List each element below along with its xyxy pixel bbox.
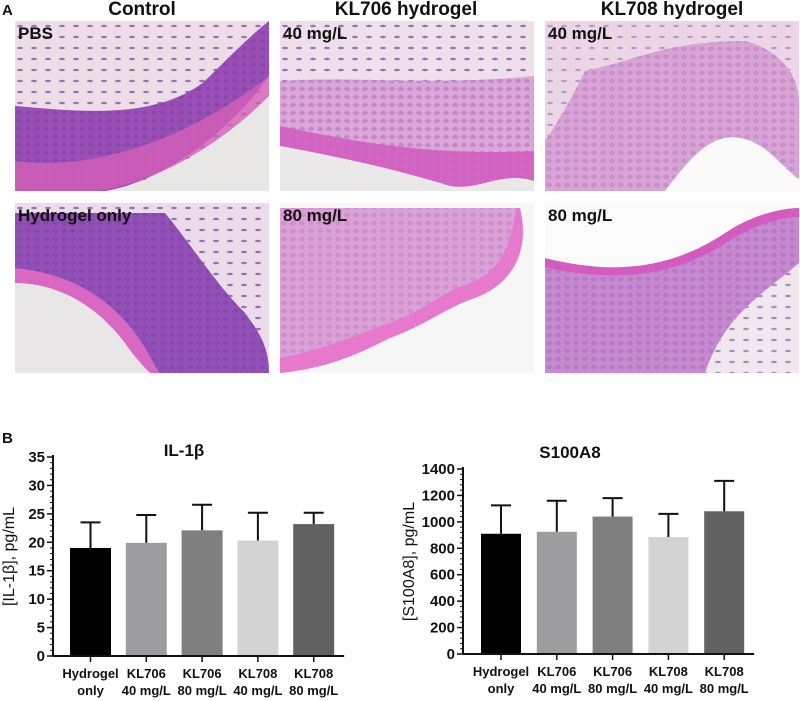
x-tick-label: Hydrogel <box>62 666 118 681</box>
x-tick-label: KL708 <box>649 664 688 679</box>
bar <box>181 530 223 656</box>
he-stain-image <box>545 21 799 191</box>
micrograph-control-pbs: PBS <box>15 21 269 191</box>
micrograph-control-hydrogel-only: Hydrogel only <box>15 203 269 373</box>
he-stain-image <box>280 21 534 191</box>
image-label: 80 mg/L <box>548 206 613 225</box>
image-label: 40 mg/L <box>548 24 613 43</box>
y-tick-label: 20 <box>28 534 45 551</box>
image-label: Hydrogel only <box>18 206 132 225</box>
x-tick-label: KL708 <box>238 666 277 681</box>
il1b-bar-chart: IL-1β [IL-1β], pg/mL Hydrogel only KL706 40 m… <box>0 440 400 701</box>
column-title-kl706: KL706 hydrogel <box>334 0 478 20</box>
panel-b-letter: B <box>2 430 13 447</box>
bar <box>293 524 335 656</box>
chart-svg: IL-1β [IL-1β], pg/mL Hydrogel only KL706 40 m… <box>1 441 345 698</box>
column-title-kl708: KL708 hydrogel <box>600 0 744 20</box>
he-stain-image <box>545 203 799 373</box>
bar <box>704 511 745 654</box>
y-tick-label: 600 <box>430 567 455 584</box>
image-label: 80 mg/L <box>283 206 348 225</box>
chart-title: IL-1β <box>164 441 205 460</box>
x-tick-label: Hydrogel <box>473 664 529 679</box>
x-tick-label: 80 mg/L <box>588 681 637 696</box>
y-tick-label: 0 <box>37 648 45 665</box>
image-label: PBS <box>18 24 53 43</box>
micrograph-kl708-40: 40 mg/L <box>545 21 799 191</box>
y-tick-label: 400 <box>430 593 455 610</box>
x-tick-label: 40 mg/L <box>233 683 282 698</box>
bar <box>70 547 111 656</box>
chart-title: S100A8 <box>539 443 600 462</box>
micrograph-kl708-80: 80 mg/L <box>545 203 799 373</box>
y-tick-label: 35 <box>28 449 45 466</box>
bar <box>648 537 689 654</box>
x-tick-label: 40 mg/L <box>532 681 581 696</box>
he-stain-image <box>15 21 269 191</box>
x-tick-label: only <box>77 683 104 698</box>
panel-a-letter: A <box>2 2 13 19</box>
x-tick-label: 40 mg/L <box>122 683 171 698</box>
x-tick-label: KL706 <box>537 664 576 679</box>
y-tick-label: 10 <box>28 591 45 608</box>
micrograph-kl706-40: 40 mg/L <box>280 21 534 191</box>
y-axis-label: [S100A8], pg/mL <box>401 502 418 621</box>
bar <box>481 533 521 654</box>
s100a8-bar-chart: S100A8 [S100A8], pg/mL Hydrogel only KL706 40… <box>400 440 800 701</box>
y-tick-label: 800 <box>430 540 455 557</box>
x-tick-label: KL708 <box>705 664 744 679</box>
chart-svg: S100A8 [S100A8], pg/mL Hydrogel only KL706 40… <box>401 443 755 696</box>
y-tick-label: 0 <box>447 646 455 663</box>
y-axis-label: [IL-1β], pg/mL <box>1 507 18 606</box>
y-tick-label: 1200 <box>422 487 455 504</box>
micrograph-kl706-80: 80 mg/L <box>280 203 534 373</box>
column-title-control: Control <box>108 0 176 20</box>
image-label: 40 mg/L <box>283 24 348 43</box>
x-tick-label: only <box>488 681 515 696</box>
x-tick-label: 80 mg/L <box>178 683 227 698</box>
y-tick-label: 30 <box>28 477 45 494</box>
y-tick-label: 1400 <box>422 461 455 478</box>
y-tick-label: 15 <box>28 563 45 580</box>
x-tick-label: 80 mg/L <box>700 681 749 696</box>
y-tick-label: 200 <box>430 620 455 637</box>
x-tick-label: KL706 <box>183 666 222 681</box>
x-tick-label: KL708 <box>294 666 333 681</box>
he-stain-image <box>15 203 269 373</box>
bar <box>592 516 633 654</box>
x-tick-label: KL706 <box>593 664 632 679</box>
bar <box>536 531 577 654</box>
bar <box>237 540 279 656</box>
bar <box>125 542 167 656</box>
x-tick-label: 40 mg/L <box>644 681 693 696</box>
x-tick-label: KL706 <box>127 666 166 681</box>
y-tick-label: 25 <box>28 506 45 523</box>
y-tick-label: 5 <box>37 620 45 637</box>
he-stain-image <box>280 203 534 373</box>
y-tick-label: 1000 <box>422 514 455 531</box>
x-tick-label: 80 mg/L <box>289 683 338 698</box>
